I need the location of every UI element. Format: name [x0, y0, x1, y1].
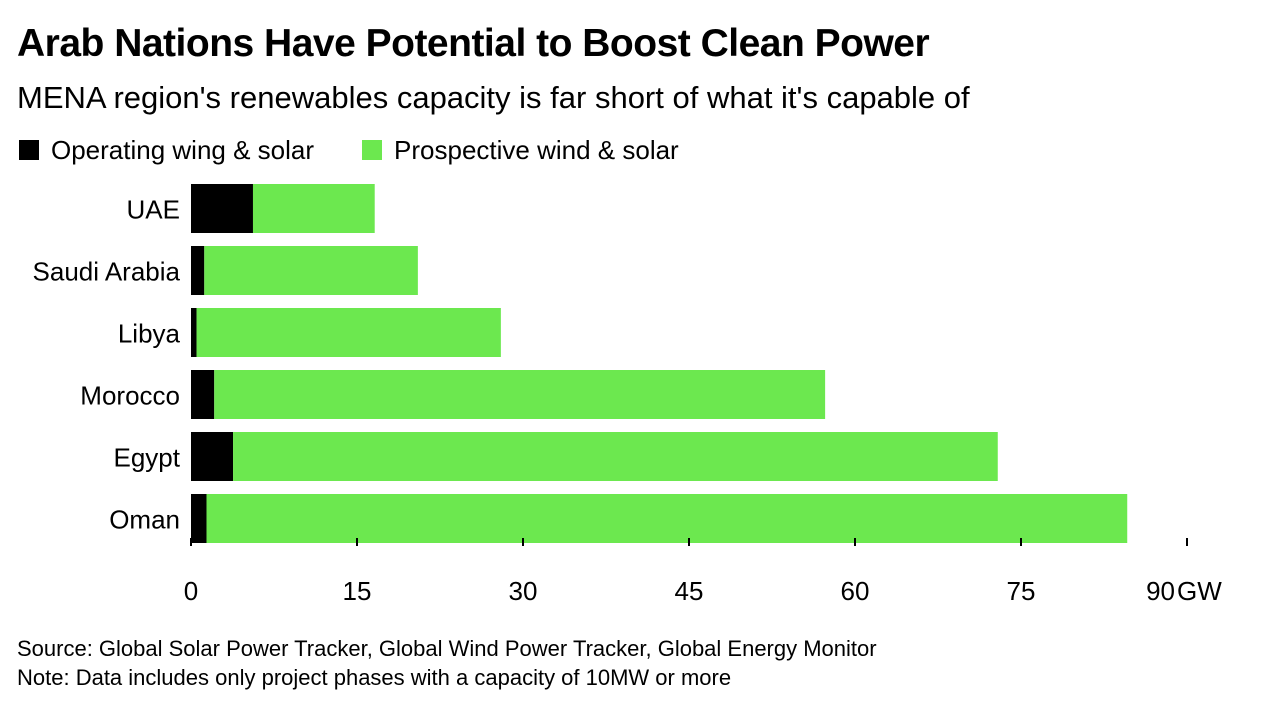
x-tick-label-45: 45: [675, 576, 704, 606]
x-tick-label-15: 15: [343, 576, 372, 606]
bar-oman-operating: [191, 494, 207, 543]
x-tick-label-60: 60: [841, 576, 870, 606]
category-label-libya: Libya: [118, 319, 181, 349]
legend-item-prospective: Prospective wind & solar: [362, 135, 679, 166]
bar-oman-prospective: [206, 494, 1128, 543]
category-label-saudi-arabia: Saudi Arabia: [33, 257, 181, 287]
category-label-egypt: Egypt: [114, 443, 181, 473]
bar-morocco-prospective: [214, 370, 826, 419]
bar-saudi-arabia-prospective: [204, 246, 418, 295]
bar-egypt-prospective: [233, 432, 998, 481]
legend-item-operating: Operating wing & solar: [19, 135, 314, 166]
bar-libya-prospective: [196, 308, 501, 357]
x-tick-label-75: 75: [1007, 576, 1036, 606]
bar-uae-operating: [191, 184, 253, 233]
source-note: Source: Global Solar Power Tracker, Glob…: [17, 636, 877, 661]
footnote: Note: Data includes only project phases …: [17, 665, 732, 690]
x-tick-label-30: 30: [509, 576, 538, 606]
bar-saudi-arabia-operating: [191, 246, 205, 295]
legend-swatch-prospective: [362, 140, 383, 160]
bar-egypt-operating: [191, 432, 234, 481]
legend-label-prospective: Prospective wind & solar: [394, 134, 679, 165]
x-tick-label-90: 90: [1146, 576, 1175, 606]
chart-subtitle: MENA region's renewables capacity is far…: [17, 80, 970, 115]
x-tick-label-0: 0: [184, 576, 198, 606]
chart-notes: Source: Global Solar Power Tracker, Glob…: [17, 634, 877, 692]
bar-morocco-operating: [191, 370, 215, 419]
x-axis-unit-label: GW: [1177, 576, 1222, 606]
legend: Operating wing & solar Prospective wind …: [19, 134, 727, 166]
bar-chart: UAE Saudi Arabia Libya Morocco Egypt Oman 0 15 3…: [33, 184, 1222, 606]
category-label-morocco: Morocco: [80, 381, 180, 411]
category-label-uae: UAE: [127, 195, 180, 225]
bar-libya-operating: [191, 308, 197, 357]
legend-label-operating: Operating wing & solar: [51, 134, 315, 165]
category-label-oman: Oman: [109, 505, 180, 535]
chart-title: Arab Nations Have Potential to Boost Cle…: [17, 22, 930, 65]
legend-swatch-operating: [19, 140, 39, 160]
bar-uae-prospective: [252, 184, 375, 233]
